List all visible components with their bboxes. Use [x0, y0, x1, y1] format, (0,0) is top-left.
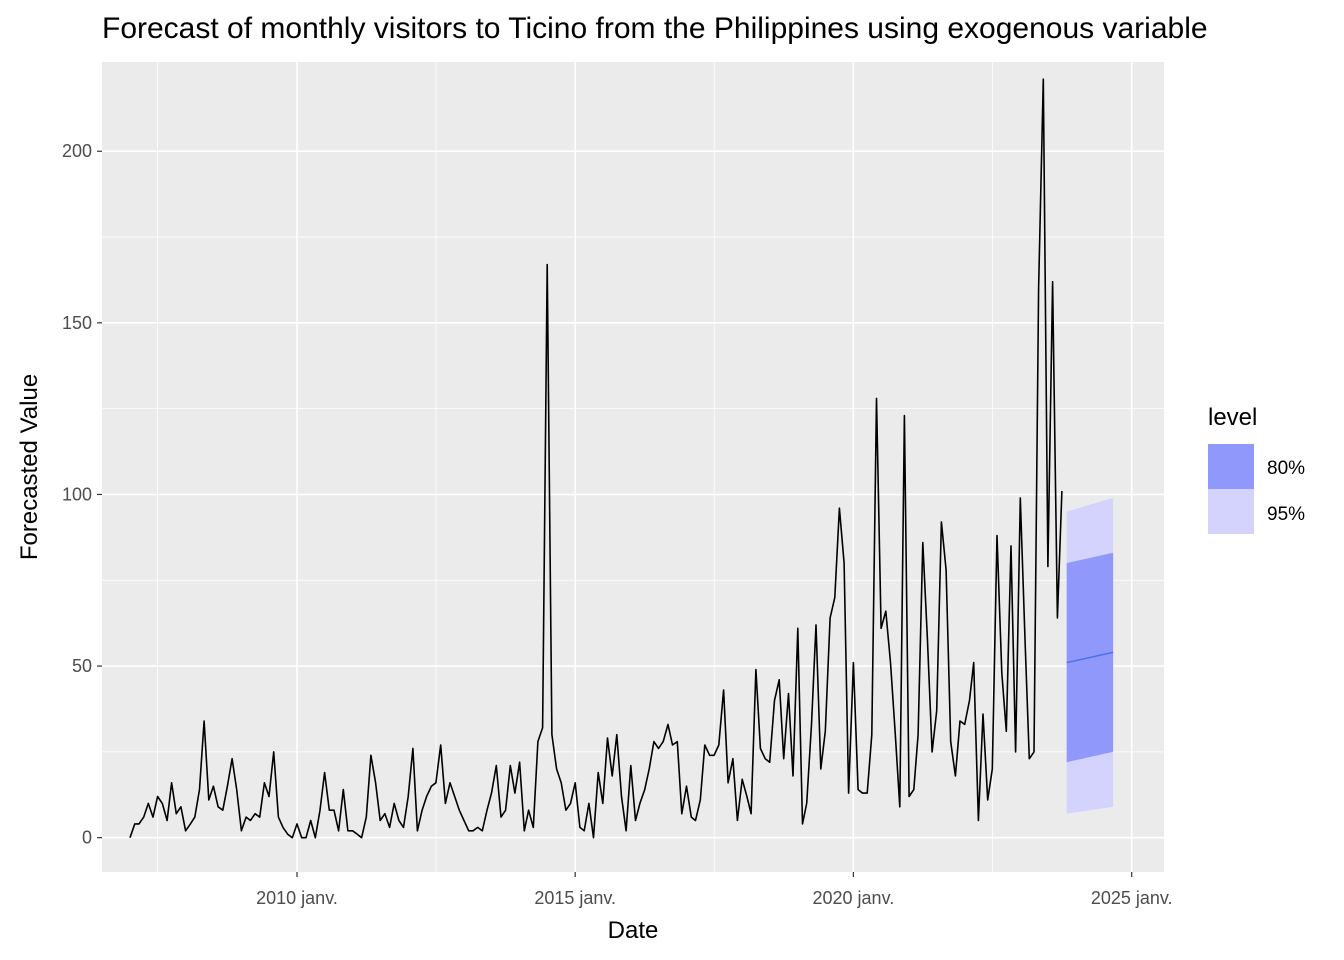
- x-tick-label: 2020 janv.: [813, 888, 895, 908]
- x-tick-label: 2010 janv.: [256, 888, 338, 908]
- chart-title: Forecast of monthly visitors to Ticino f…: [102, 12, 1208, 45]
- legend-label-95: 95%: [1267, 504, 1305, 525]
- y-tick-label: 150: [62, 313, 92, 333]
- legend: level 80% 95%: [1208, 404, 1305, 534]
- axes: 0 50 100 150 200 2010 janv. 2015 janv. 2020 jan…: [62, 141, 1173, 908]
- legend-title: level: [1208, 404, 1257, 431]
- legend-key-80: [1208, 444, 1254, 489]
- legend-key-95: [1208, 489, 1254, 534]
- y-tick-label: 0: [82, 828, 92, 848]
- minor-gridlines: [102, 62, 1164, 872]
- y-axis-title: Forecasted Value: [16, 374, 43, 560]
- x-tick-label: 2015 janv.: [534, 888, 616, 908]
- plot-panel: [102, 62, 1164, 872]
- series-lines: [129, 78, 1114, 839]
- forecast-bands: [1066, 497, 1114, 814]
- legend-label-80: 80%: [1267, 458, 1305, 479]
- x-tick-label: 2025 janv.: [1091, 888, 1173, 908]
- major-gridlines: [102, 62, 1164, 872]
- y-tick-label: 100: [62, 484, 92, 504]
- y-tick-label: 200: [62, 141, 92, 161]
- forecast-mean-line: [1066, 651, 1114, 664]
- x-axis-title: Date: [608, 917, 659, 944]
- y-tick-label: 50: [72, 656, 92, 676]
- observed-line: [129, 78, 1063, 839]
